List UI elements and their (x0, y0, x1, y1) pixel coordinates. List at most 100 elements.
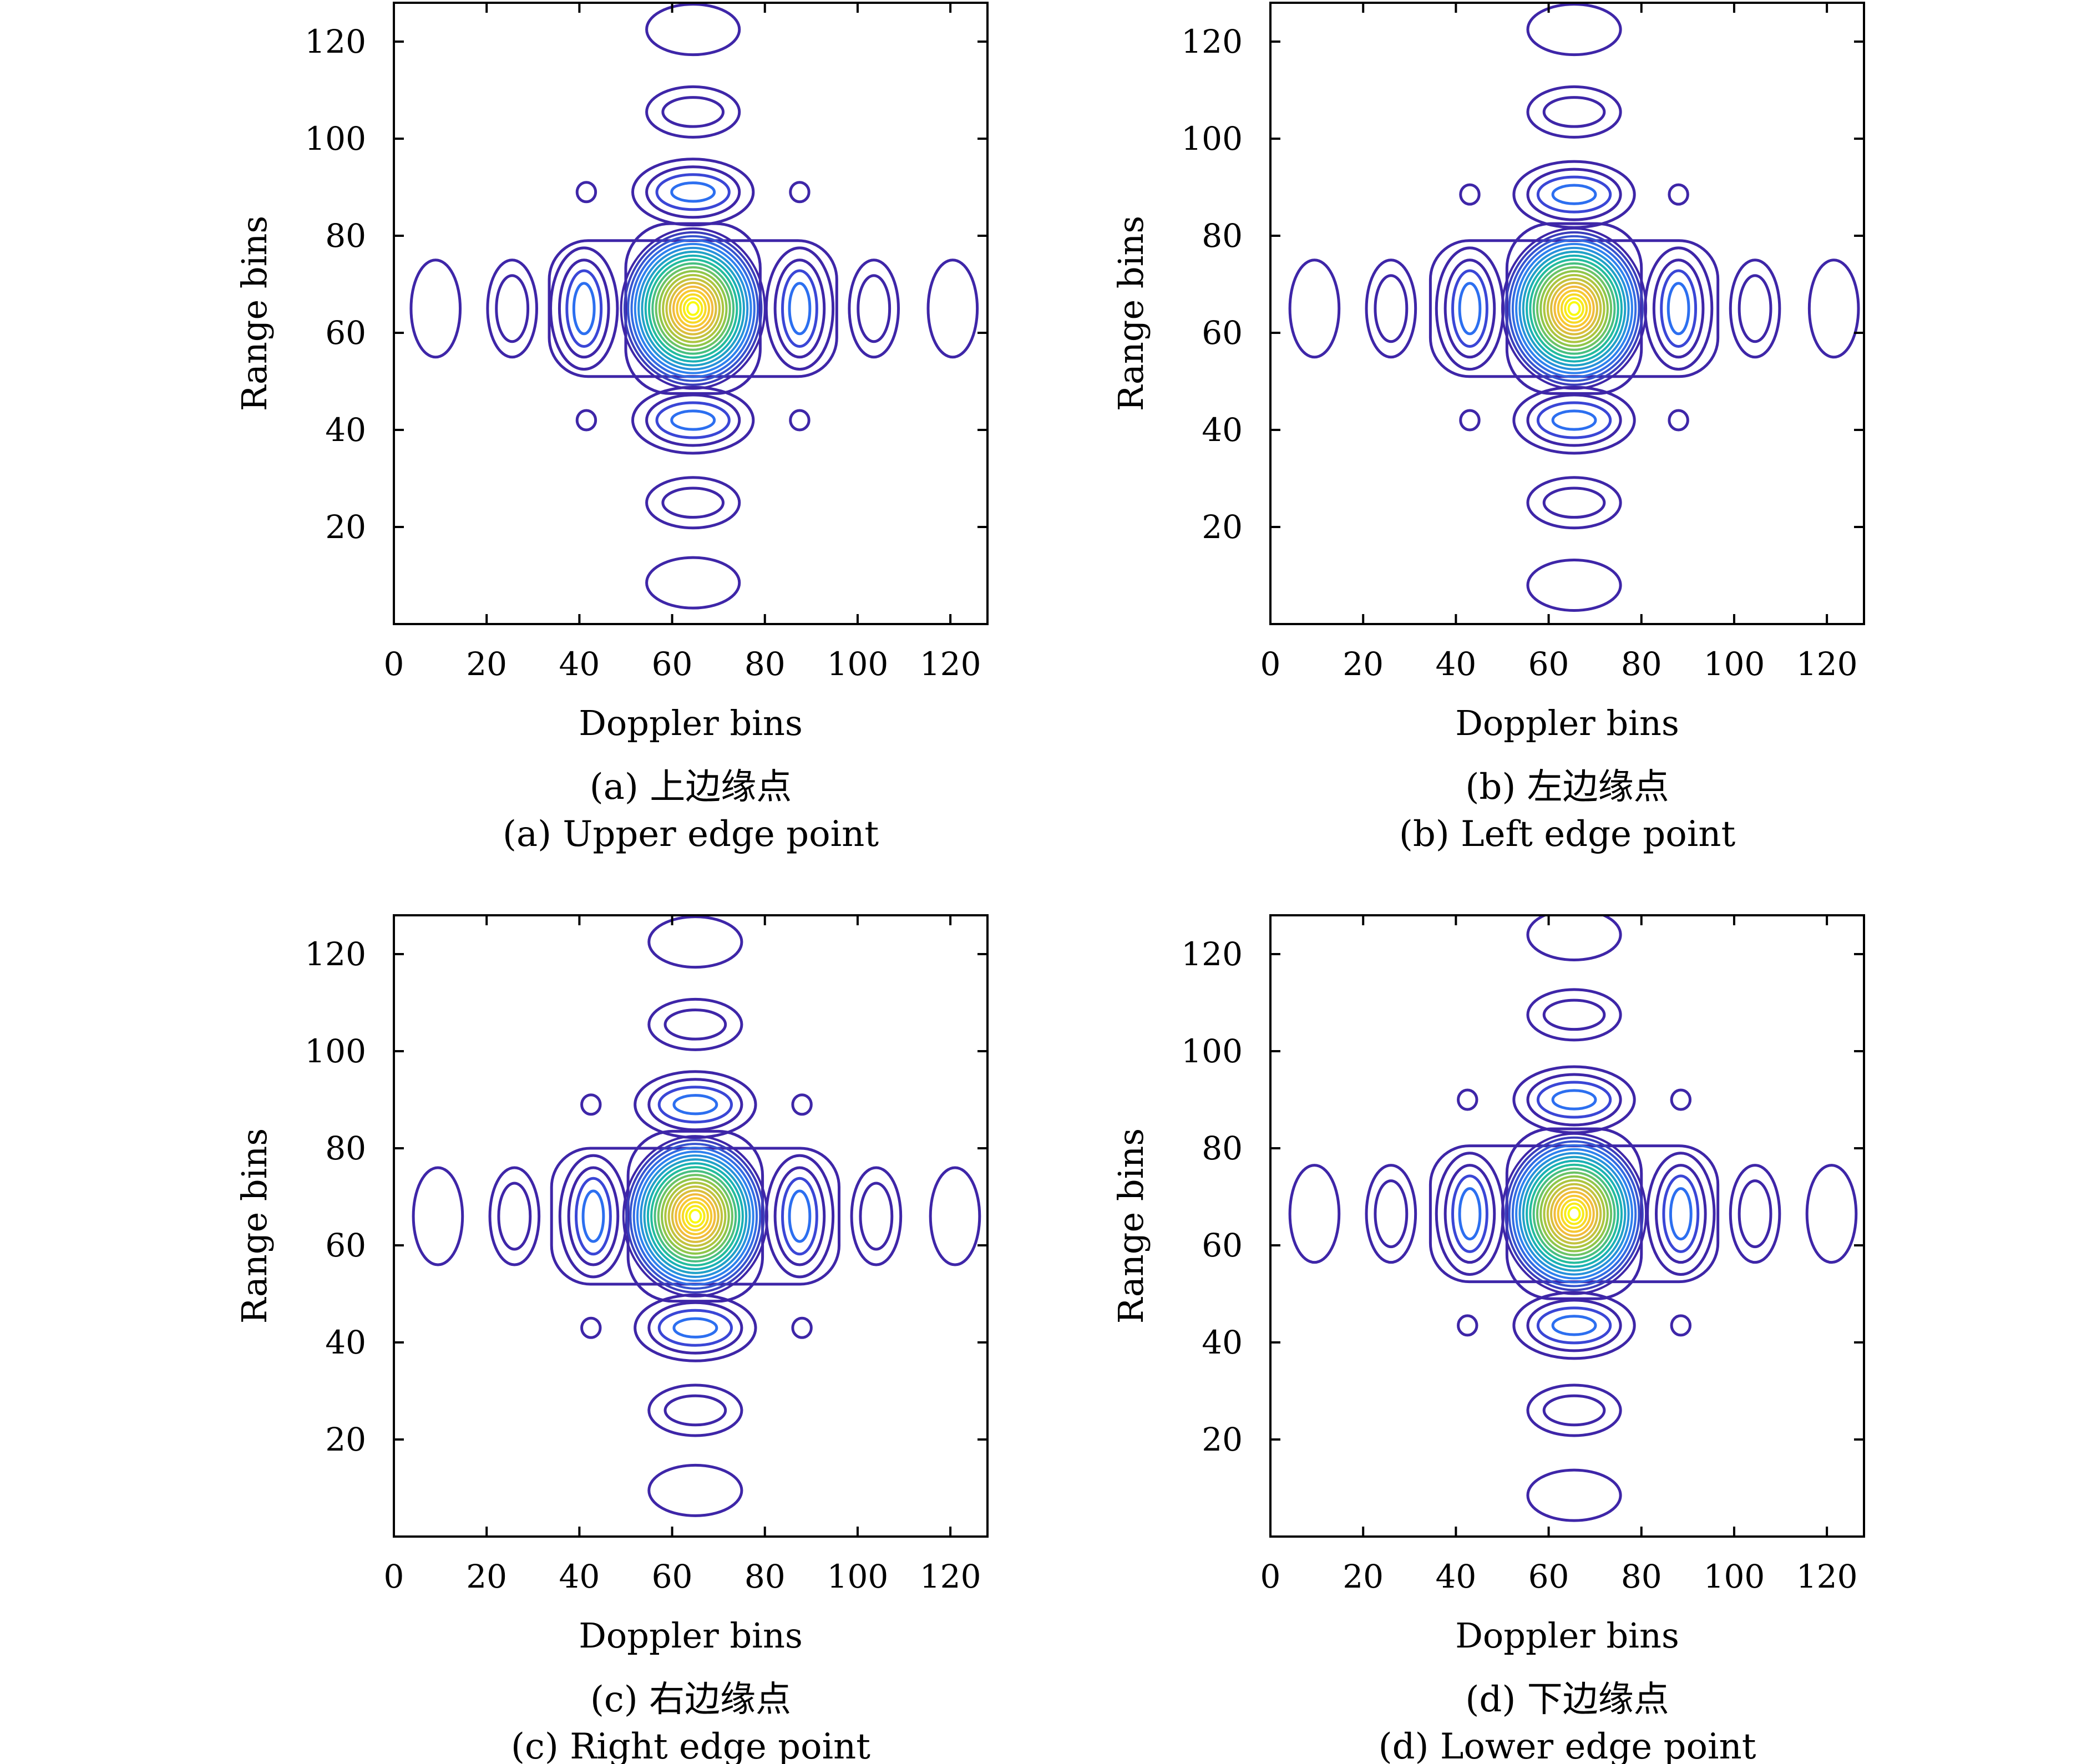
y-tick-label: 60 (325, 314, 366, 352)
main-lobe-contour (1529, 1163, 1619, 1264)
main-lobe-contour (1515, 242, 1633, 374)
main-lobe-contour (620, 227, 766, 390)
y-tick-label: 80 (1202, 217, 1243, 255)
doppler-sidelobe (781, 269, 818, 348)
main-lobe-contour (1529, 258, 1619, 359)
range-sidelobe (647, 1078, 743, 1132)
range-sidelobe (1526, 559, 1622, 612)
range-sidelobe (1526, 915, 1622, 961)
diagonal-sidelobe (575, 181, 597, 204)
doppler-sidelobe (486, 258, 538, 359)
range-sidelobe (657, 1086, 733, 1124)
main-lobe-contour (1543, 1179, 1605, 1249)
x-tick-label: 20 (466, 1558, 507, 1595)
main-lobe-contour (1526, 254, 1623, 363)
range-sidelobe (1551, 409, 1597, 431)
main-lobe-contour (1536, 266, 1613, 351)
main-lobe-contour (671, 1189, 720, 1243)
peak-marker (1569, 1209, 1579, 1219)
x-tick-label: 60 (1528, 645, 1569, 683)
main-lobe-contour (688, 1209, 702, 1224)
diagonal-sidelobe (789, 409, 811, 432)
main-lobe-contour (668, 281, 717, 336)
y-tick-label: 20 (325, 508, 366, 546)
diagonal-sidelobe (575, 409, 597, 432)
x-axis-label: Doppler bins (579, 1615, 803, 1656)
diagonal-sidelobe (1668, 183, 1689, 206)
caption-en: (d) Lower edge point (1379, 1726, 1756, 1764)
main-lobe-contour (1557, 289, 1592, 328)
range-sidelobe (655, 401, 731, 439)
doppler-sidelobe (773, 1166, 826, 1266)
range-sidelobe (663, 1394, 727, 1427)
range-sidelobe (1512, 160, 1636, 229)
x-tick-label: 120 (1796, 645, 1858, 683)
doppler-sidelobe (412, 1166, 464, 1266)
y-tick-label: 100 (305, 1032, 366, 1070)
range-sidelobe (1512, 1065, 1636, 1134)
doppler-sidelobe (1667, 282, 1690, 336)
diagonal-sidelobe (1668, 409, 1689, 432)
y-tick-label: 80 (325, 217, 366, 255)
main-lobe-contour (651, 262, 735, 355)
doppler-sidelobe (1365, 1164, 1417, 1264)
range-sidelobe (647, 1383, 743, 1437)
x-tick-label: 60 (652, 1558, 693, 1595)
axes-frame (393, 2, 989, 625)
main-lobe-contour (1505, 1127, 1643, 1300)
y-tick-label: 20 (1202, 508, 1243, 546)
range-sidelobe (1536, 1081, 1612, 1119)
main-lobe-contour (1532, 262, 1616, 355)
doppler-sidelobe (857, 274, 892, 343)
range-sidelobe (655, 173, 731, 211)
range-sidelobe (647, 1301, 743, 1355)
x-tick-label: 0 (1260, 1558, 1281, 1595)
doppler-sidelobe (575, 1177, 612, 1256)
x-tick-label: 80 (1621, 645, 1662, 683)
range-sidelobe (657, 1309, 733, 1347)
doppler-sidelobe (1662, 1174, 1700, 1253)
x-tick-label: 80 (744, 645, 786, 683)
y-tick-label: 40 (1202, 1324, 1243, 1361)
main-lobe-contour (1539, 270, 1609, 347)
doppler-sidelobe (567, 1166, 620, 1266)
main-lobe-contour (1567, 301, 1581, 316)
panel-b: 0 20 40 60 80 100 120 20 40 60 80 100 120 Doppler bin… (1111, 2, 1865, 855)
main-lobe-contour (655, 266, 731, 351)
axes-frame (393, 914, 989, 1538)
caption-cn: (a) 上边缘点 (590, 767, 792, 808)
caption-en: (b) Left edge point (1399, 814, 1736, 855)
main-lobe-contour (629, 1143, 762, 1290)
main-lobe-contour (623, 231, 763, 386)
doppler-sidelobe (788, 282, 812, 336)
doppler-sidelobe (850, 1166, 903, 1266)
main-lobe-contour (1546, 277, 1602, 339)
doppler-sidelobe (1374, 1179, 1409, 1249)
y-tick-label: 120 (305, 935, 366, 973)
y-axis-label: Range bins (1111, 1128, 1151, 1324)
range-sidelobe (1512, 1291, 1636, 1360)
range-sidelobe (1526, 988, 1622, 1042)
main-lobe-contour (641, 250, 746, 367)
doppler-sidelobe (572, 282, 596, 336)
x-tick-label: 40 (559, 645, 600, 683)
main-lobe-contour (626, 1139, 765, 1294)
doppler-sidelobe (549, 246, 619, 371)
main-lobe-contour (1505, 222, 1643, 395)
main-lobe-contour (1560, 293, 1588, 324)
range-sidelobe (1536, 1306, 1612, 1345)
range-sidelobe (647, 997, 743, 1051)
contour-area (412, 915, 981, 1517)
diagonal-sidelobe (580, 1316, 602, 1339)
range-sidelobe (661, 96, 725, 128)
doppler-sidelobe (1738, 274, 1772, 343)
main-lobe-contour (1522, 250, 1627, 367)
doppler-sidelobe (409, 258, 462, 359)
range-sidelobe (645, 393, 741, 447)
doppler-sidelobe (1669, 1187, 1693, 1241)
panel-c: 0 20 40 60 80 100 120 20 40 60 80 100 120 Doppler bin… (234, 914, 989, 1764)
doppler-sidelobe (926, 258, 979, 359)
range-sidelobe (634, 1070, 757, 1139)
y-axis-label: Range bins (234, 1128, 275, 1324)
